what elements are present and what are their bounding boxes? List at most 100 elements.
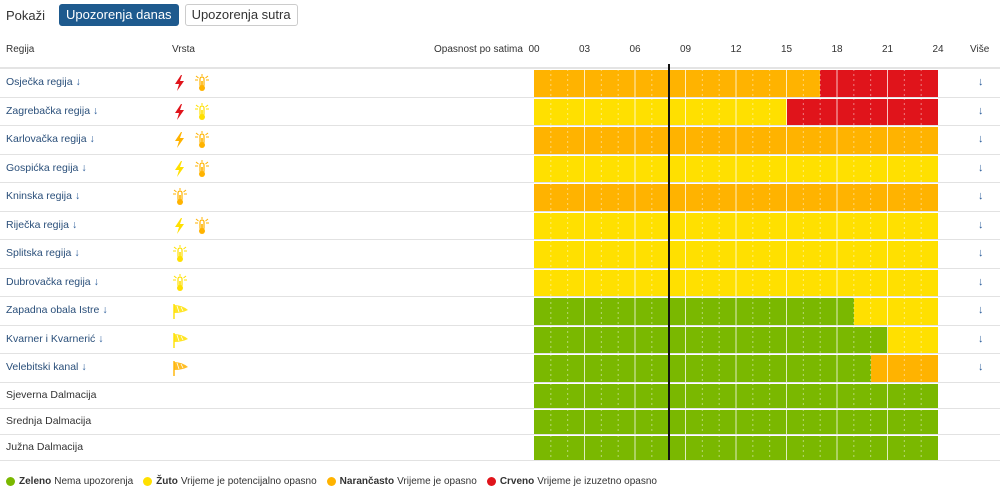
region-name: Južna Dalmacija	[6, 441, 83, 453]
column-header-more: Više	[970, 44, 990, 55]
region-name[interactable]: Splitska regija ↓	[6, 247, 80, 259]
danger-segment-orange	[534, 70, 821, 97]
tab-warnings-tomorrow[interactable]: Upozorenja sutra	[184, 4, 298, 26]
region-name[interactable]: Osječka regija ↓	[6, 76, 81, 88]
legend-level-name: Žuto	[156, 476, 178, 487]
region-name-label: Riječka regija	[6, 218, 70, 231]
wind-sock-icon	[172, 331, 190, 349]
row-divider	[0, 382, 1000, 383]
region-name[interactable]: Zapadna obala Istre ↓	[6, 304, 108, 316]
table-row: Južna Dalmacija	[0, 435, 1000, 461]
more-arrow-icon[interactable]: ↓	[978, 76, 984, 88]
table-row: Sjeverna Dalmacija	[0, 383, 1000, 409]
region-name-label: Karlovačka regija	[6, 133, 87, 145]
lightning-icon	[172, 160, 188, 178]
toolbar: Pokaži Upozorenja danas Upozorenja sutra	[6, 4, 298, 26]
arrow-down-icon[interactable]: ↓	[81, 161, 87, 174]
hour-grid	[550, 126, 922, 154]
danger-segment-yellow	[534, 99, 787, 125]
more-arrow-icon[interactable]: ↓	[978, 104, 984, 117]
more-arrow-icon[interactable]: ↓	[978, 247, 984, 259]
heat-thermometer-icon	[194, 74, 210, 92]
table-row: Osječka regija ↓ ↓	[0, 69, 1000, 98]
arrow-down-icon[interactable]: ↓	[72, 218, 78, 231]
region-name-label: Kninska regija	[6, 190, 72, 202]
warning-type-icons	[172, 102, 210, 121]
legend-level-description: Vrijeme je opasno	[397, 476, 477, 487]
region-name-label: Kvarner i Kvarnerić	[6, 332, 96, 345]
row-divider	[0, 434, 1000, 435]
row-divider	[0, 97, 1000, 98]
arrow-down-icon[interactable]: ↓	[98, 332, 104, 345]
region-name-label: Splitska regija	[6, 247, 72, 259]
region-name-label: Južna Dalmacija	[6, 440, 84, 453]
hour-grid	[550, 326, 922, 353]
heat-thermometer-icon	[172, 273, 188, 292]
region-name-label: Velebitski kanal	[6, 361, 79, 373]
heat-thermometer-icon	[172, 188, 188, 206]
region-name[interactable]: Velebitski kanal ↓	[6, 361, 87, 373]
hour-grid	[550, 435, 922, 460]
hour-grid	[550, 69, 922, 97]
arrow-down-icon[interactable]: ↓	[74, 247, 80, 259]
more-arrow-icon[interactable]: ↓	[978, 304, 984, 316]
danger-segment-red	[820, 70, 938, 97]
more-arrow-icon[interactable]: ↓	[978, 133, 984, 145]
region-name[interactable]: Karlovačka regija ↓	[6, 133, 95, 145]
region-name-label: Gospićka regija	[6, 161, 79, 174]
hour-grid	[550, 240, 922, 268]
legend-level-description: Vrijeme je potencijalno opasno	[180, 476, 317, 487]
arrow-down-icon[interactable]: ↓	[74, 190, 81, 202]
hour-tick-label: 15	[780, 44, 793, 55]
more-arrow-icon[interactable]: ↓	[978, 218, 984, 231]
arrow-down-icon[interactable]: ↓	[89, 133, 95, 145]
row-divider	[0, 211, 1000, 212]
arrow-down-icon[interactable]: ↓	[93, 275, 99, 288]
warning-type-icons	[172, 159, 210, 178]
hour-tick-label: 06	[629, 44, 641, 55]
table-row: Splitska regija ↓ ↓	[0, 240, 1000, 269]
hour-tick-label: 24	[932, 44, 944, 55]
region-name[interactable]: Kninska regija ↓	[6, 190, 80, 202]
hour-grid	[550, 354, 922, 382]
column-header-region: Regija	[6, 44, 35, 55]
table-row: Karlovačka regija ↓ ↓	[0, 126, 1000, 155]
arrow-down-icon[interactable]: ↓	[93, 104, 99, 117]
heat-thermometer-icon	[194, 159, 210, 178]
warning-type-icons	[172, 131, 210, 149]
lightning-icon	[172, 217, 188, 235]
tab-warnings-today[interactable]: Upozorenja danas	[59, 4, 179, 26]
region-name: Sjeverna Dalmacija	[6, 389, 96, 401]
more-arrow-icon[interactable]: ↓	[978, 361, 984, 373]
legend-item-orange: Narančasto Vrijeme je opasno	[326, 476, 477, 487]
more-arrow-icon[interactable]: ↓	[978, 190, 984, 202]
hour-tick-label: 00	[528, 44, 540, 55]
hour-grid	[550, 212, 922, 239]
arrow-down-icon[interactable]: ↓	[81, 361, 87, 373]
region-name[interactable]: Gospićka regija ↓	[6, 162, 87, 174]
region-name[interactable]: Kvarner i Kvarnerić ↓	[6, 333, 104, 345]
legend-level-description: Vrijeme je izuzetno opasno	[537, 476, 657, 487]
arrow-down-icon[interactable]: ↓	[102, 304, 108, 316]
lightning-icon	[172, 74, 188, 92]
region-name: Srednja Dalmacija	[6, 415, 91, 427]
table-row: Dubrovačka regija ↓ ↓	[0, 269, 1000, 297]
region-name[interactable]: Dubrovačka regija ↓	[6, 276, 99, 288]
region-name-label: Zagrebačka regija	[6, 104, 91, 117]
row-divider	[0, 239, 1000, 240]
wind-sock-icon	[172, 359, 190, 377]
legend-dot-icon	[6, 477, 15, 486]
region-name[interactable]: Riječka regija ↓	[6, 219, 77, 231]
more-arrow-icon[interactable]: ↓	[978, 332, 984, 345]
danger-segment-green	[534, 298, 854, 325]
header-divider	[0, 67, 1000, 69]
legend-level-name: Crveno	[499, 476, 535, 487]
region-name[interactable]: Zagrebačka regija ↓	[6, 105, 98, 117]
heat-thermometer-icon	[194, 102, 210, 121]
legend-level-description: Nema upozorenja	[54, 476, 134, 487]
more-arrow-icon[interactable]: ↓	[978, 161, 984, 174]
column-header-danger-by-hour: Opasnost po satima	[434, 44, 523, 55]
more-arrow-icon[interactable]: ↓	[978, 275, 984, 288]
arrow-down-icon[interactable]: ↓	[75, 76, 81, 88]
warning-type-icons	[172, 273, 188, 292]
